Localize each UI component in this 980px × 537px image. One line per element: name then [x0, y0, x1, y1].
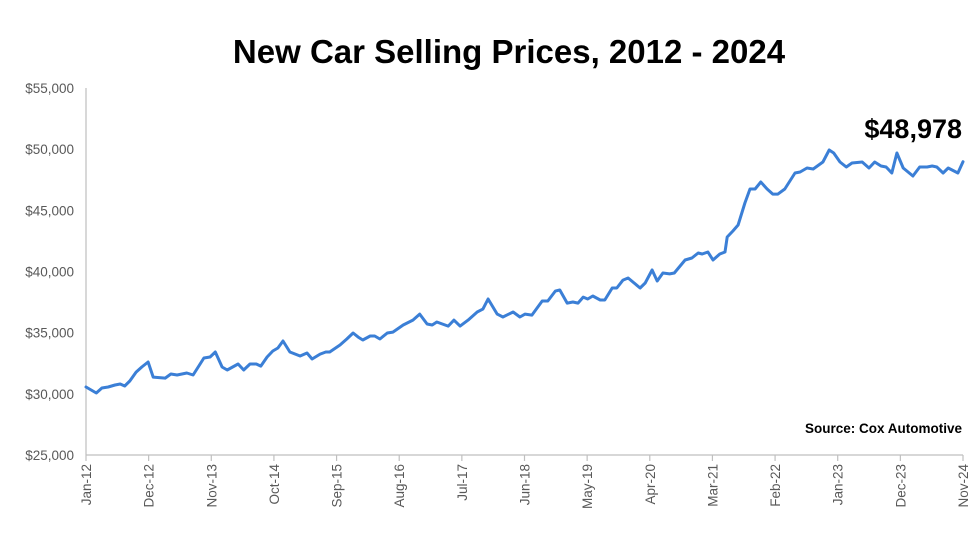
y-tick-label: $50,000 — [25, 142, 74, 157]
x-tick-label: Sep-15 — [330, 464, 345, 508]
x-tick-label: Aug-16 — [392, 464, 407, 508]
x-axis: Jan-12 Dec-12 Nov-13 Oct-14 Sep-15 Aug-16 Jul-… — [79, 455, 971, 509]
x-tick-label: Nov-13 — [204, 464, 219, 508]
y-tick-label: $55,000 — [25, 81, 74, 96]
x-tick-label: Jun-18 — [518, 464, 533, 505]
x-tick-label: May-19 — [580, 464, 595, 509]
chart-title: New Car Selling Prices, 2012 - 2024 — [233, 33, 786, 70]
x-tick-label: Mar-21 — [705, 464, 720, 507]
y-tick-label: $35,000 — [25, 326, 74, 341]
x-tick-label: Jul-17 — [455, 464, 470, 501]
x-tick-label: Oct-14 — [267, 464, 282, 505]
x-tick-label: Apr-20 — [643, 464, 658, 505]
y-tick-label: $25,000 — [25, 448, 74, 463]
x-tick-label: Nov-24 — [956, 464, 971, 508]
x-tick-label: Jan-12 — [79, 464, 94, 505]
x-tick-label: Dec-12 — [142, 464, 157, 508]
series-line-new-car-price — [84, 148, 965, 395]
y-axis: $25,000 $30,000 $35,000 $40,000 $45,000 $50,0… — [25, 81, 74, 463]
y-tick-label: $30,000 — [25, 387, 74, 402]
y-tick-label: $45,000 — [25, 203, 74, 218]
x-tick-label: Jan-23 — [831, 464, 846, 505]
y-tick-label: $40,000 — [25, 265, 74, 280]
source-label: Source: Cox Automotive — [805, 421, 963, 436]
latest-value-annotation: $48,978 — [864, 114, 962, 144]
x-tick-label: Feb-22 — [768, 464, 783, 507]
x-tick-label: Dec-23 — [893, 464, 908, 508]
